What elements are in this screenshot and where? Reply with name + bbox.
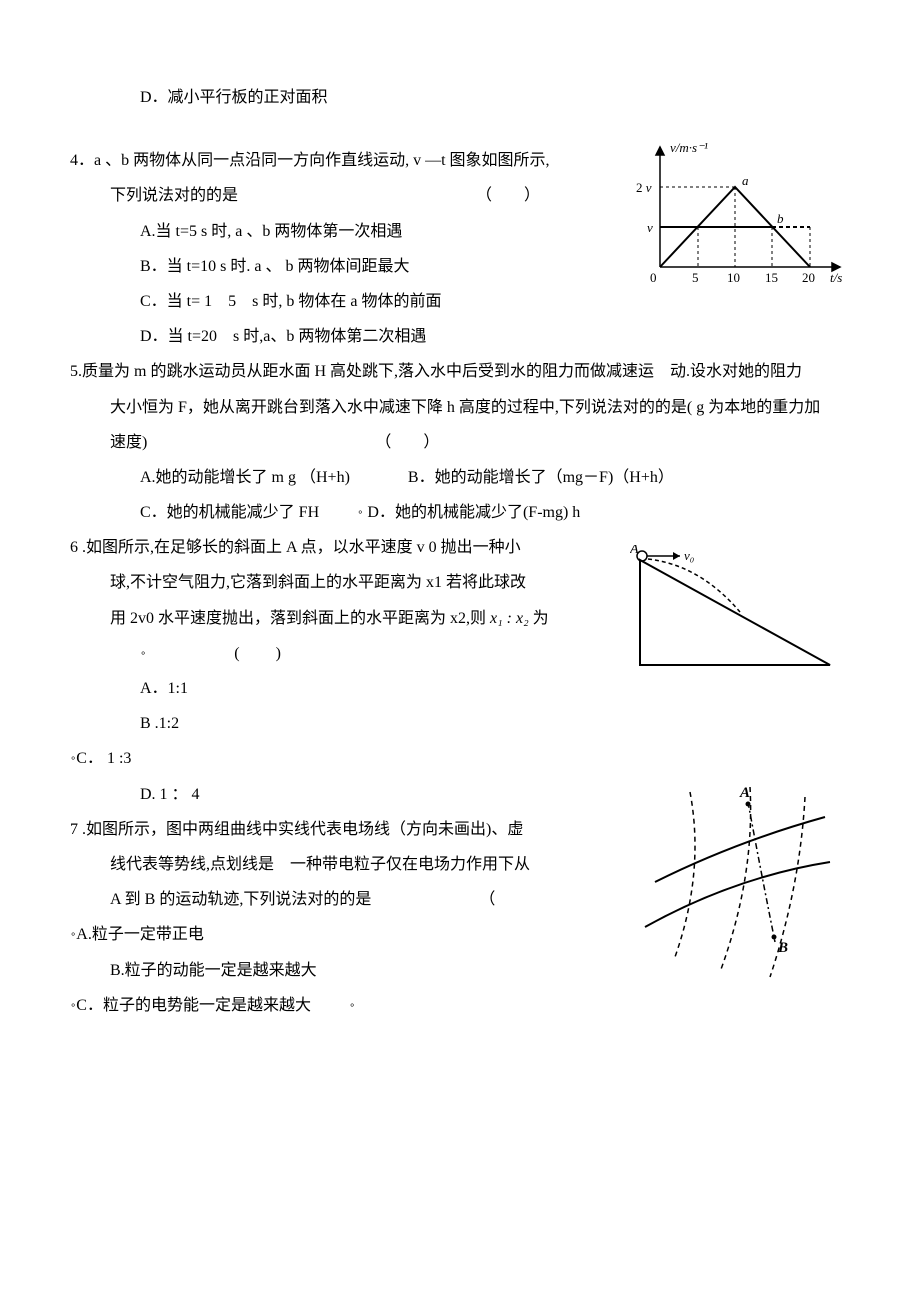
- q7-optA: A.粒子一定带正电: [76, 926, 204, 943]
- q5-optCD-row: C．她的机械能减少了 FH ∘ D．她的机械能减少了(F-mg) h: [70, 495, 850, 530]
- q4-optC: C．当 t= 1 5 s 时, b 物体在 a 物体的前面: [70, 284, 850, 319]
- q5-stem2: 大小恒为 F，她从离开跳台到落入水中减速下降 h 高度的过程中,下列说法对的的是…: [70, 390, 850, 425]
- q6-stem3-math: x₁ : x₂: [490, 610, 529, 627]
- q5-optB: B．她的动能增长了（mg－F)（H+h）: [408, 469, 674, 486]
- q7-stem3: A 到 B 的运动轨迹,下列说法对的的是: [110, 891, 371, 908]
- q4-stem2-wrap: 下列说法对的的是 （ ）: [70, 178, 850, 213]
- q6-paren-row: ∘ ( ): [70, 636, 850, 671]
- q5-optC: C．她的机械能减少了 FH: [140, 504, 319, 521]
- q7-optC: C．粒子的电势能一定是越来越大: [76, 997, 311, 1014]
- q4-optA: A.当 t=5 s 时, a 、b 两物体第一次相遇: [70, 214, 850, 249]
- q6-stem3-wrap: 用 2v0 水平速度抛出，落到斜面上的水平距离为 x2,则 x₁ : x₂ 为: [70, 601, 850, 636]
- q7-block: A B 7 .如图所示，图中两组曲线中实线代表电场线（方向未画出)、虚 线代表等…: [70, 812, 850, 1023]
- q5-optA: A.她的动能增长了 m g （H+h): [140, 469, 350, 486]
- q5-paren: （ ）: [375, 434, 439, 451]
- q6-stem3-post: 为: [529, 610, 549, 627]
- q6-stem1: 6 .如图所示,在足够长的斜面上 A 点，以水平速度 v 0 抛出一种小: [70, 530, 850, 565]
- pre-option-d: D．减小平行板的正对面积: [70, 80, 850, 115]
- q6-paren: ( ): [234, 645, 281, 662]
- q4-stem1: 4．a 、b 两物体从同一点沿同一方向作直线运动, v —t 图象如图所示,: [70, 143, 850, 178]
- q4-block: v/m·s⁻¹ t/s 0 2 v v 5 10 15 20 a b: [70, 143, 850, 354]
- q7-optA-row: ∘A.粒子一定带正电: [70, 917, 850, 952]
- q7-paren: （: [479, 891, 495, 908]
- q7-stem3-wrap: A 到 B 的运动轨迹,下列说法对的的是 （: [70, 882, 850, 917]
- q4-stem2: 下列说法对的的是: [110, 187, 238, 204]
- q7-stem2: 线代表等势线,点划线是 一种带电粒子仅在电场力作用下从: [70, 847, 850, 882]
- q5-optD: D．她的机械能减少了(F-mg) h: [367, 504, 580, 521]
- q5-stem1: 5.质量为 m 的跳水运动员从距水面 H 高处跳下,落入水中后受到水的阻力而做减…: [70, 354, 850, 389]
- q4-paren: （ ）: [476, 187, 540, 204]
- q6-stem2: 球,不计空气阻力,它落到斜面上的水平距离为 x1 若将此球改: [70, 565, 850, 600]
- q4-optB: B．当 t=10 s 时. a 、 b 两物体间距最大: [70, 249, 850, 284]
- q5-stem3: 速度): [110, 434, 147, 451]
- q7-A-label: A: [739, 785, 750, 801]
- q6-optB: B .1:2: [70, 706, 850, 741]
- q5-optAB-row: A.她的动能增长了 m g （H+h) B．她的动能增长了（mg－F)（H+h）: [70, 460, 850, 495]
- q6-optC-row: ∘C． 1 :3: [70, 741, 850, 776]
- q5-stem3-wrap: 速度) （ ）: [70, 425, 850, 460]
- q7-stem1: 7 .如图所示，图中两组曲线中实线代表电场线（方向未画出)、虚: [70, 812, 850, 847]
- q7-optB: B.粒子的动能一定是越来越大: [70, 953, 850, 988]
- q6-optC: C． 1 :3: [76, 750, 131, 767]
- q6-block: A v₀ 6 .如图所示,在足够长的斜面上 A 点，以水平速度 v 0 抛出一种…: [70, 530, 850, 812]
- q6-optA: A．1:1: [70, 671, 850, 706]
- q7-optC-row: ∘C．粒子的电势能一定是越来越大 ∘: [70, 988, 850, 1023]
- q6-stem3-pre: 用 2v0 水平速度抛出，落到斜面上的水平距离为 x2,则: [110, 610, 490, 627]
- q4-optD: D．当 t=20 s 时,a、b 两物体第二次相遇: [70, 319, 850, 354]
